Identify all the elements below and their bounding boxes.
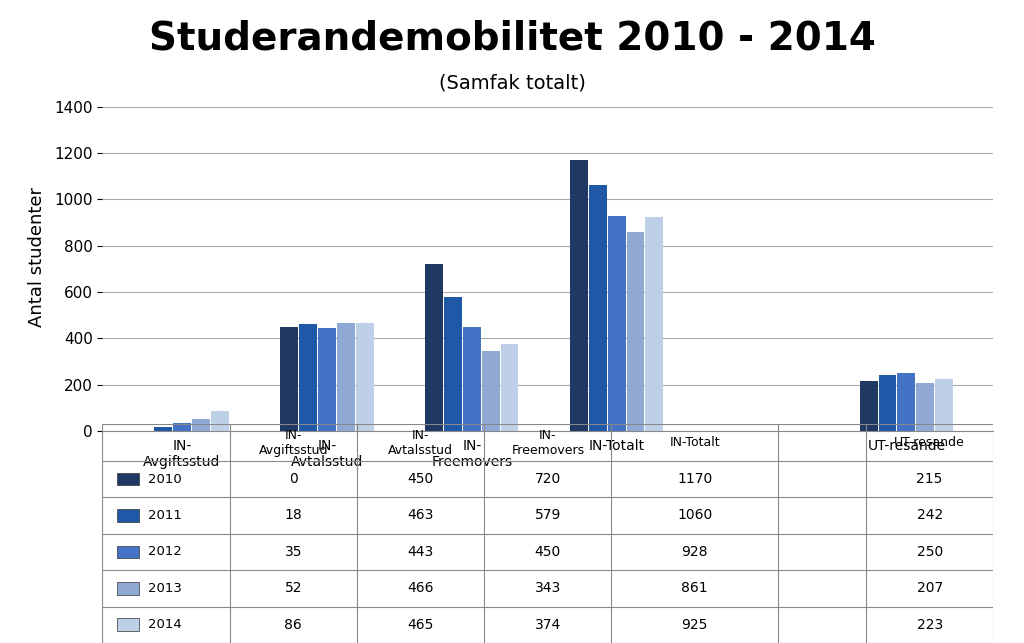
Text: 52: 52 <box>285 581 302 595</box>
Text: 2013: 2013 <box>148 582 182 595</box>
Text: 250: 250 <box>916 545 943 559</box>
Bar <box>607 216 626 431</box>
Text: 443: 443 <box>408 545 434 559</box>
Text: IN-
Freemovers: IN- Freemovers <box>511 429 585 457</box>
Text: 928: 928 <box>681 545 708 559</box>
Bar <box>897 373 915 431</box>
Text: 242: 242 <box>916 509 943 523</box>
Bar <box>211 411 228 431</box>
Text: 215: 215 <box>916 472 943 486</box>
Bar <box>481 352 500 431</box>
Bar <box>337 323 354 431</box>
Bar <box>860 381 878 431</box>
Bar <box>444 297 462 431</box>
Bar <box>281 327 298 431</box>
Text: 2012: 2012 <box>148 545 182 558</box>
Bar <box>570 160 588 431</box>
Text: 18: 18 <box>285 509 302 523</box>
Text: 0: 0 <box>289 472 298 486</box>
Text: 861: 861 <box>681 581 708 595</box>
Text: 374: 374 <box>535 618 561 632</box>
Bar <box>501 344 518 431</box>
Bar <box>935 379 953 431</box>
Text: 466: 466 <box>408 581 434 595</box>
Bar <box>155 427 172 431</box>
FancyBboxPatch shape <box>117 619 139 631</box>
Text: 450: 450 <box>535 545 561 559</box>
Text: 86: 86 <box>285 618 302 632</box>
Text: 450: 450 <box>408 472 434 486</box>
Text: (Samfak totalt): (Samfak totalt) <box>438 74 586 93</box>
Bar <box>425 264 443 431</box>
Text: IN-
Avtalsstud: IN- Avtalsstud <box>388 429 453 457</box>
Text: 1170: 1170 <box>677 472 713 486</box>
Text: 720: 720 <box>535 472 561 486</box>
Text: 1060: 1060 <box>677 509 713 523</box>
Text: 343: 343 <box>535 581 561 595</box>
FancyBboxPatch shape <box>117 545 139 558</box>
Text: 207: 207 <box>916 581 943 595</box>
Text: 925: 925 <box>682 618 708 632</box>
Text: UT-resande: UT-resande <box>894 436 965 449</box>
Bar <box>916 383 934 431</box>
Bar <box>589 185 607 431</box>
Text: 465: 465 <box>408 618 434 632</box>
Bar <box>627 231 644 431</box>
Bar <box>318 329 336 431</box>
FancyBboxPatch shape <box>117 473 139 485</box>
Text: IN-
Avgiftsstud: IN- Avgiftsstud <box>258 429 328 457</box>
Text: 223: 223 <box>916 618 943 632</box>
Bar <box>463 327 480 431</box>
Text: IN-Totalt: IN-Totalt <box>670 436 720 449</box>
FancyBboxPatch shape <box>117 509 139 522</box>
Y-axis label: Antal studenter: Antal studenter <box>28 187 46 327</box>
FancyBboxPatch shape <box>117 582 139 595</box>
Text: 579: 579 <box>535 509 561 523</box>
Bar <box>645 217 664 431</box>
Bar <box>355 323 374 431</box>
Text: 35: 35 <box>285 545 302 559</box>
Bar <box>173 422 191 431</box>
Text: 463: 463 <box>408 509 434 523</box>
Bar <box>879 375 896 431</box>
Bar <box>191 419 210 431</box>
Text: 2010: 2010 <box>148 473 182 485</box>
Text: 2014: 2014 <box>148 619 182 631</box>
Text: 2011: 2011 <box>148 509 182 522</box>
Bar <box>299 323 317 431</box>
Text: Studerandemobilitet 2010 - 2014: Studerandemobilitet 2010 - 2014 <box>148 19 876 57</box>
